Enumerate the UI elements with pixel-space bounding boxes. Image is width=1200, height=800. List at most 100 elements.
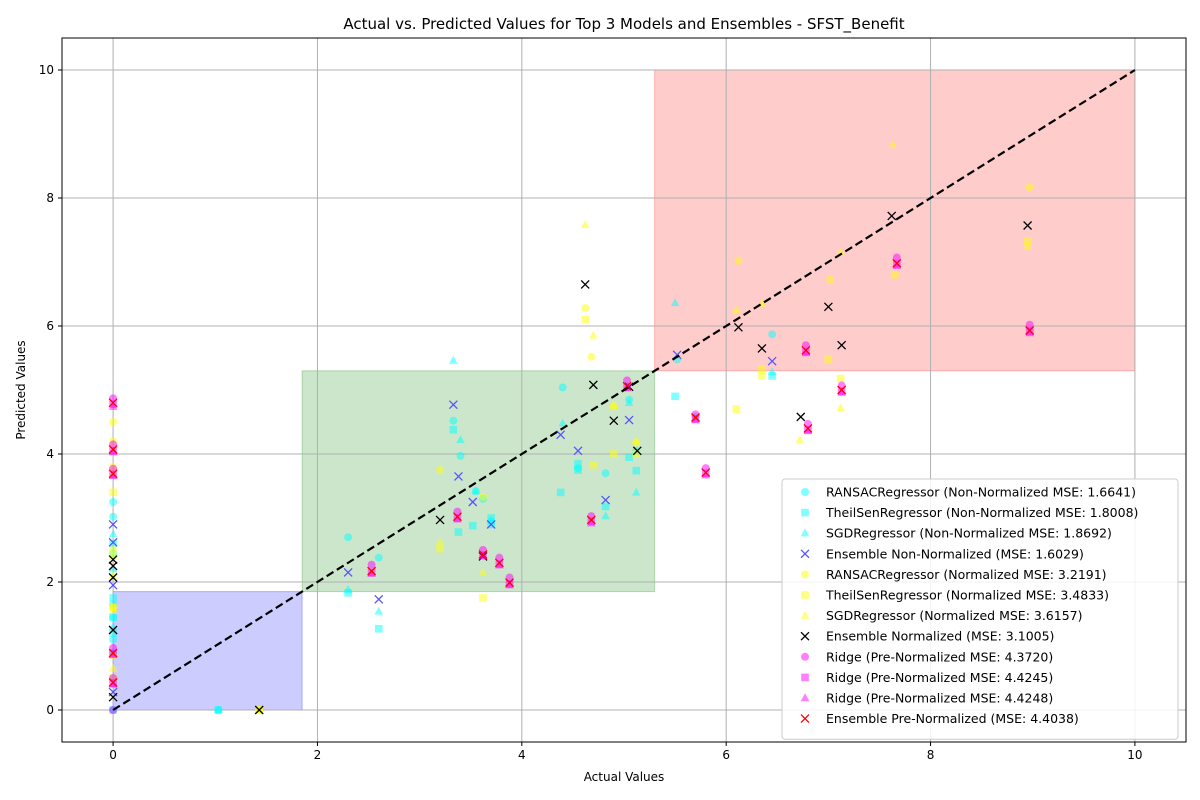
legend-label: SGDRegressor (Normalized MSE: 3.6157) xyxy=(826,608,1083,623)
data-point xyxy=(823,302,833,312)
data-point xyxy=(109,488,117,497)
data-point xyxy=(625,453,633,461)
chart-title: Actual vs. Predicted Values for Top 3 Mo… xyxy=(343,15,904,34)
data-point xyxy=(449,416,458,425)
data-point xyxy=(587,518,596,527)
legend-marker xyxy=(801,673,809,682)
data-point xyxy=(108,519,118,529)
data-point xyxy=(631,487,641,496)
data-point xyxy=(478,567,488,576)
data-point xyxy=(892,258,902,268)
data-point xyxy=(890,271,899,279)
data-point xyxy=(701,470,711,479)
legend-marker xyxy=(800,549,810,559)
x-tick-label: 4 xyxy=(518,748,526,762)
data-point xyxy=(108,606,118,614)
legend-marker xyxy=(800,693,810,702)
data-point xyxy=(109,512,118,521)
data-point xyxy=(108,561,118,571)
legend-label: RANSACRegressor (Non-Normalized MSE: 1.6… xyxy=(826,485,1136,500)
series-11 xyxy=(108,258,1035,687)
data-point xyxy=(108,555,118,565)
identity-line xyxy=(112,69,1136,711)
data-point xyxy=(436,466,445,474)
data-point xyxy=(109,629,117,637)
series-3 xyxy=(108,350,777,697)
legend-marker xyxy=(800,631,810,641)
data-point xyxy=(109,635,118,644)
y-tick-label: 8 xyxy=(46,191,54,205)
data-point xyxy=(1025,328,1034,337)
data-point xyxy=(468,521,477,530)
data-point xyxy=(456,451,465,460)
data-point xyxy=(609,450,618,458)
data-point xyxy=(505,580,514,589)
data-point xyxy=(108,445,118,454)
data-point xyxy=(436,544,444,553)
legend: RANSACRegressor (Non-Normalized MSE: 1.6… xyxy=(781,478,1179,740)
data-points xyxy=(108,140,1035,715)
data-point xyxy=(374,553,383,562)
data-point xyxy=(452,512,462,522)
data-point xyxy=(108,398,118,408)
data-point xyxy=(108,650,118,659)
data-point xyxy=(671,392,679,401)
data-point xyxy=(670,298,680,307)
data-point xyxy=(454,528,463,536)
data-point xyxy=(632,446,642,456)
data-point xyxy=(108,469,118,479)
data-point xyxy=(478,550,488,559)
data-point xyxy=(109,546,118,554)
legend-marker xyxy=(801,591,809,599)
data-point xyxy=(609,401,619,410)
data-point xyxy=(109,613,117,621)
data-point xyxy=(892,253,901,262)
data-point xyxy=(691,413,700,422)
legend-label: RANSACRegressor (Normalized MSE: 3.2191) xyxy=(826,567,1107,582)
x-tick-label: 0 xyxy=(109,748,117,762)
data-point xyxy=(109,418,118,426)
legend-label: TheilSenRegressor (Non-Normalized MSE: 1… xyxy=(825,505,1138,520)
data-point xyxy=(109,552,117,561)
data-point xyxy=(609,416,619,426)
data-point xyxy=(343,584,353,593)
data-point xyxy=(588,380,598,390)
data-point xyxy=(1023,221,1033,230)
data-point xyxy=(624,398,634,406)
plot-frame xyxy=(61,37,1187,743)
data-point xyxy=(624,415,634,425)
data-point xyxy=(558,418,567,427)
legend-label: Ridge (Pre-Normalized MSE: 4.4248) xyxy=(826,691,1053,706)
y-axis-label: Predicted Values xyxy=(14,340,28,439)
y-tick-label: 2 xyxy=(46,575,54,589)
data-point xyxy=(109,594,117,602)
data-point xyxy=(1023,241,1032,250)
data-point xyxy=(892,261,902,270)
data-point xyxy=(574,466,582,474)
y-tick-label: 6 xyxy=(46,319,54,333)
x-tick-label: 6 xyxy=(722,748,730,762)
series-10 xyxy=(108,261,1034,688)
data-point xyxy=(558,383,567,392)
data-point xyxy=(471,486,481,495)
data-point xyxy=(888,140,898,149)
legend-label: Ridge (Pre-Normalized MSE: 4.3720) xyxy=(826,649,1053,664)
data-point xyxy=(367,568,376,577)
data-point xyxy=(801,341,810,350)
legend-label: SGDRegressor (Non-Normalized MSE: 1.8692… xyxy=(826,526,1112,541)
axis-ticks: 0 2 4 6 8 10 0 2 4 6 8 10 xyxy=(39,63,1143,762)
x-tick-label: 8 xyxy=(927,748,935,762)
data-point xyxy=(580,279,590,289)
data-point xyxy=(343,567,353,577)
data-point xyxy=(836,403,845,412)
data-point xyxy=(108,663,118,672)
data-point xyxy=(435,515,445,525)
data-point xyxy=(479,594,487,602)
data-point xyxy=(1025,320,1034,329)
data-point xyxy=(108,648,118,658)
data-point xyxy=(824,355,833,364)
data-point xyxy=(586,515,596,525)
legend-marker xyxy=(800,528,810,537)
data-point xyxy=(254,705,264,715)
